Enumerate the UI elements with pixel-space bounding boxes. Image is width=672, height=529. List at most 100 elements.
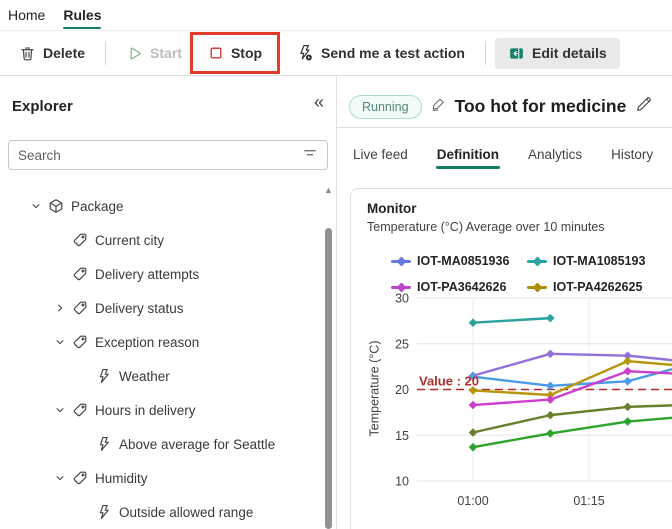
tree-item-outside-allowed-range[interactable]: Outside allowed range [0,495,322,529]
legend-marker [527,256,547,266]
edit-panel-icon [508,45,525,62]
edit-pencil-icon[interactable] [635,96,652,118]
tree-item-label: Current city [95,232,165,248]
legend-marker [527,282,547,292]
scrollbar-up-arrow[interactable]: ▲ [324,185,333,195]
filter-icon[interactable] [302,145,318,166]
monitor-title: Monitor [367,201,417,216]
scrollbar-thumb[interactable] [324,228,332,529]
tab-definition[interactable]: Definition [435,133,501,176]
tab-bar: Live feed Definition Analytics History [337,128,672,180]
tree-item-weather[interactable]: Weather [0,359,322,393]
series-marker [623,351,632,360]
tree-item-label: Humidity [95,470,148,486]
delete-button[interactable]: Delete [8,38,96,69]
x-tick-label: 01:15 [573,494,604,508]
tag-icon [72,402,88,418]
legend-label: IOT-PA4262625 [553,280,643,294]
search-input[interactable] [18,147,296,163]
toolbar-divider [105,41,107,65]
test-action-button[interactable]: Send me a test action [285,37,476,69]
series-marker [623,376,632,386]
monitor-card: Monitor Temperature (°C) Average over 10… [350,188,672,529]
nav-item-rules[interactable]: Rules [63,0,102,30]
threshold-label: Value : 20 [419,374,479,389]
tree-item-delivery-status[interactable]: Delivery status [0,291,322,325]
tree-item-delivery-attempts[interactable]: Delivery attempts [0,257,322,291]
tree-item-above-average-for-seattle[interactable]: Above average for Seattle [0,427,322,461]
tag-icon [72,300,88,316]
tree-item-current-city[interactable]: Current city [0,223,322,257]
tree-item-label: Outside allowed range [119,504,254,520]
tree-item-label: Exception reason [95,334,200,350]
bolt-icon [96,504,112,520]
tree-item-label: Delivery status [95,300,184,316]
status-badge: Running [349,94,422,119]
series-marker [546,381,555,391]
rule-pen-icon [431,97,446,117]
legend-label: IOT-PA3642626 [417,280,507,294]
edit-details-button[interactable]: Edit details [494,37,620,69]
legend-item-iot-ma0851936[interactable]: IOT-MA0851936 [391,249,527,273]
series-marker [623,417,632,426]
legend-item-iot-pa3642626[interactable]: IOT-PA3642626 [391,275,527,299]
chevron-down-icon[interactable] [30,200,48,212]
y-tick-label: 20 [395,383,409,397]
tab-history[interactable]: History [611,146,654,162]
start-button[interactable]: Start [115,38,193,69]
tree-item-label: Hours in delivery [95,402,196,418]
bolt-gear-icon [296,44,314,62]
legend-marker [391,282,411,292]
y-axis-label: Temperature (°C) [367,340,382,437]
rule-header: Running Too hot for medicine [337,76,672,128]
series-line-gold [471,359,672,397]
series-marker [623,366,632,376]
tab-analytics[interactable]: Analytics [528,146,583,162]
line-chart: 10 15 20 25 30 01:00 01:15 Value : 20 [395,292,672,508]
series-marker [546,395,555,404]
series-line-magenta [471,369,672,407]
series-line-purple [471,352,672,377]
chevron-down-icon[interactable] [54,404,72,416]
tree-item-package[interactable]: Package [0,189,322,223]
toolbar: Delete Start Stop Send me a test action [0,31,672,76]
collapse-panel-icon[interactable]: « [313,92,324,112]
tag-icon [72,232,88,248]
top-nav: Home Rules [0,0,672,31]
legend-label: IOT-MA1085193 [553,254,646,268]
trash-icon [19,45,36,62]
delete-label: Delete [43,45,86,61]
tree-item-exception-reason[interactable]: Exception reason [0,325,322,359]
series-line-blue [471,368,672,388]
series-marker [468,400,478,410]
package-icon [48,198,64,214]
series-marker [546,410,555,420]
stop-button[interactable]: Stop [197,38,273,68]
tag-icon [72,266,88,282]
series-marker [623,356,632,366]
explorer-title: Explorer [12,98,73,115]
rule-title: Too hot for medicine [454,96,627,116]
chevron-down-icon[interactable] [54,472,72,484]
series-marker [623,402,632,412]
series-marker [468,428,478,437]
y-tick-label: 10 [395,475,409,489]
tree-item-humidity[interactable]: Humidity [0,461,322,495]
tree-item-hours-in-delivery[interactable]: Hours in delivery [0,393,322,427]
chevron-down-icon[interactable] [54,336,72,348]
tab-live-feed[interactable]: Live feed [353,146,408,162]
legend-label: IOT-MA0851936 [417,254,510,268]
series-marker [546,429,555,438]
chart-legend: IOT-MA0851936 IOT-MA1085193 IOT-PA3642626 I… [391,249,645,299]
series-marker [546,313,555,323]
series-marker [546,390,555,400]
nav-item-home[interactable]: Home [8,7,46,23]
monitor-subtitle: Temperature (°C) Average over 10 minutes [367,220,605,234]
legend-item-iot-pa4262625[interactable]: IOT-PA4262625 [527,275,645,299]
legend-item-iot-ma1085193[interactable]: IOT-MA1085193 [527,249,645,273]
tree-item-label: Weather [119,368,170,384]
explorer-panel: Explorer « Package Current city Delivery a… [0,76,337,529]
series-marker [468,372,478,381]
chevron-right-icon[interactable] [54,302,72,314]
